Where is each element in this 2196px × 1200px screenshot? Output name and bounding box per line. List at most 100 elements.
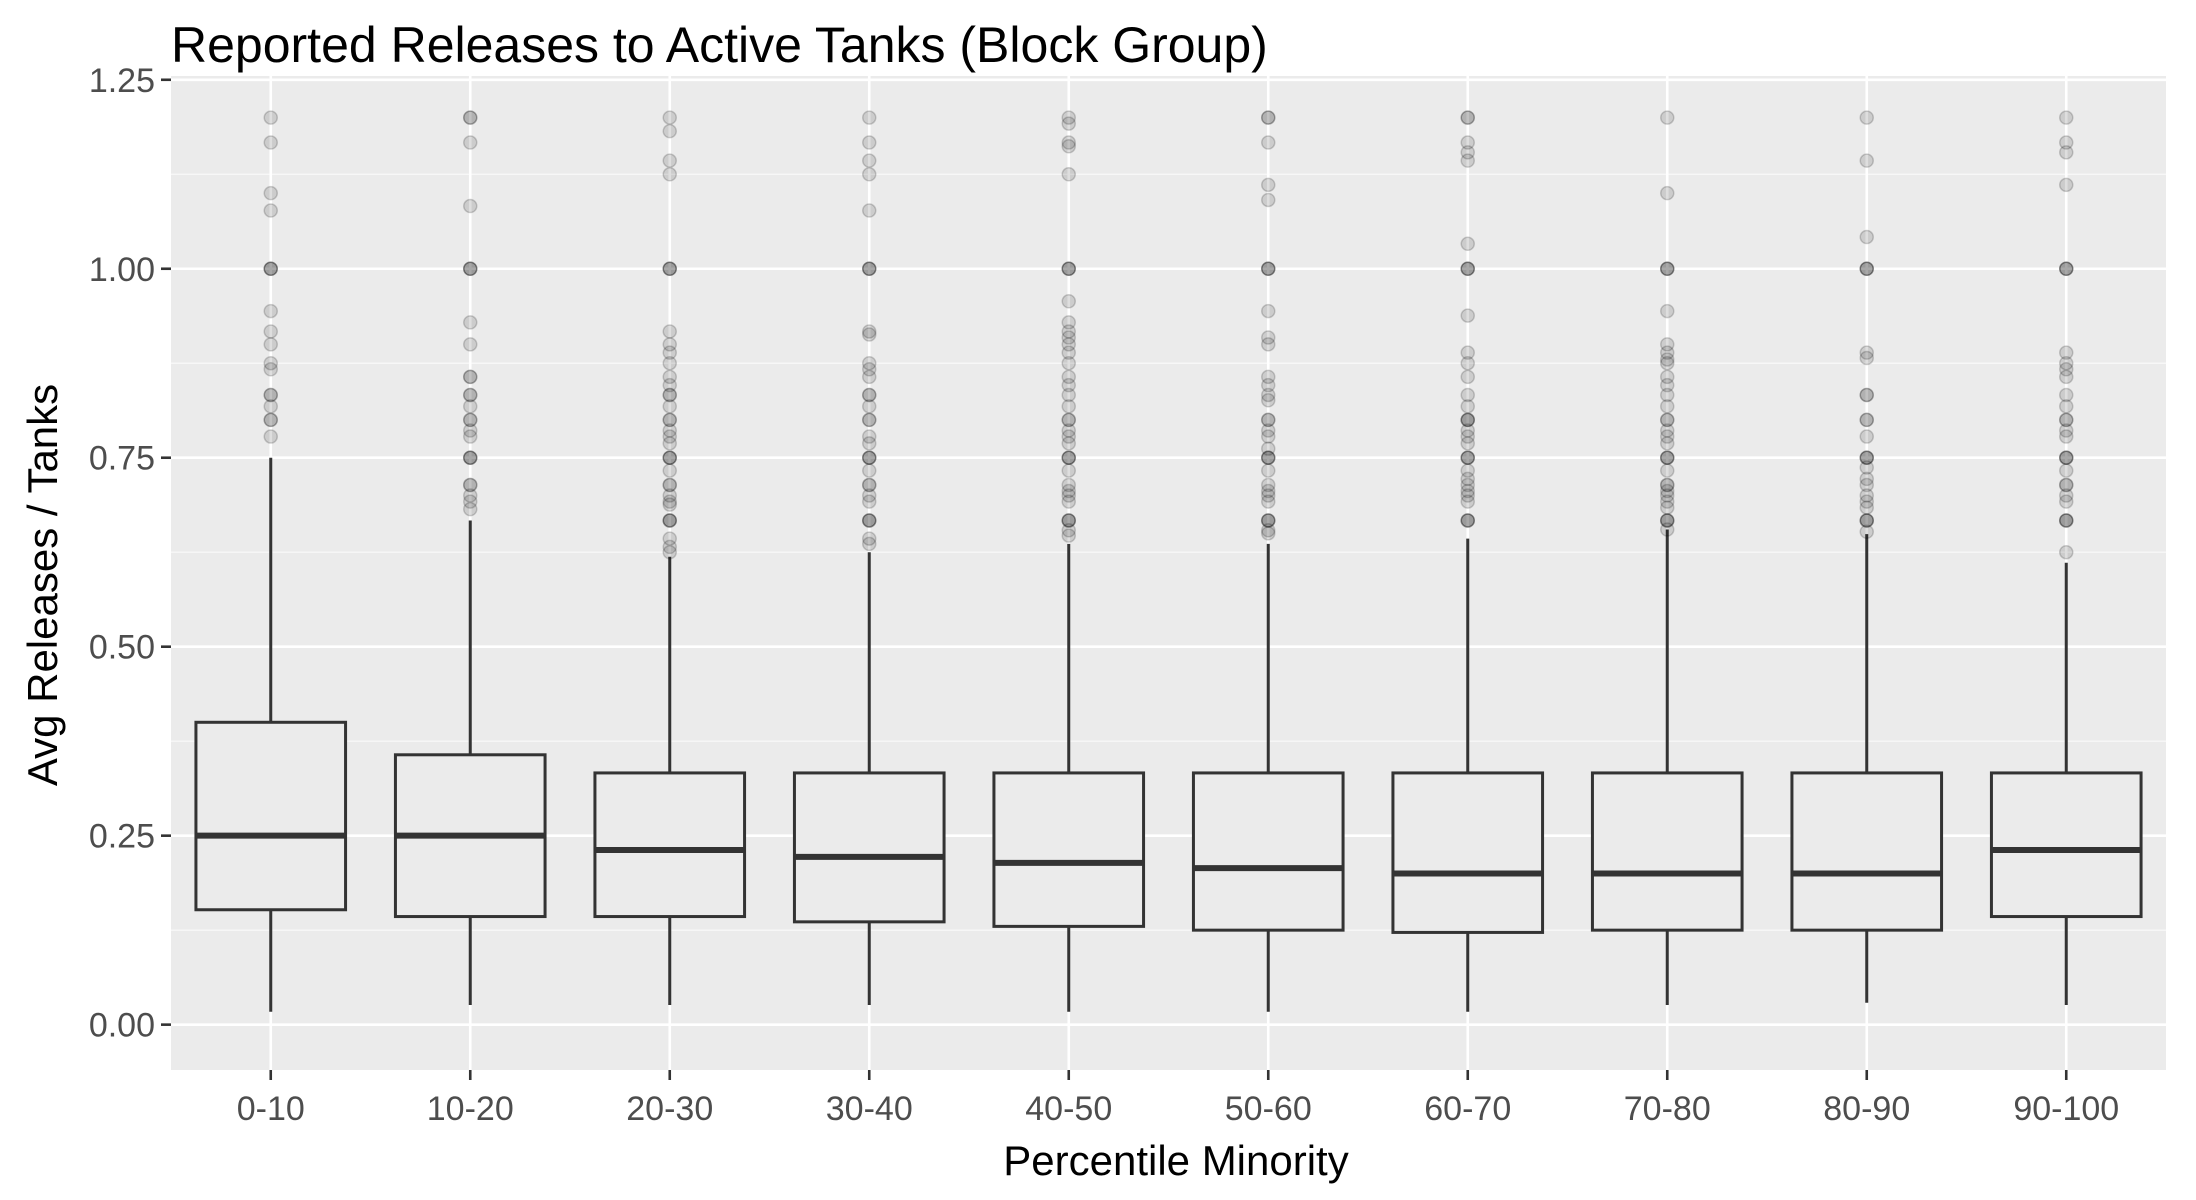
outlier-point — [463, 399, 478, 414]
outlier-point — [1460, 110, 1475, 125]
outlier-point — [1660, 423, 1675, 438]
outlier-point — [662, 412, 677, 428]
outlier-point — [1660, 500, 1675, 515]
outlier-point — [1859, 524, 1874, 540]
outlier-point — [862, 513, 877, 528]
outlier-point — [862, 153, 877, 168]
outlier-point — [1660, 429, 1675, 444]
outlier-point — [662, 153, 677, 168]
outlier-point — [1660, 513, 1675, 528]
outlier-point — [463, 429, 478, 444]
outlier-point — [2059, 261, 2074, 277]
outlier-point — [1061, 330, 1076, 345]
outlier-point — [2059, 261, 2074, 277]
outlier-point — [1660, 477, 1675, 493]
outlier-point — [263, 429, 278, 444]
outlier-point — [662, 324, 677, 339]
outlier-point — [1261, 523, 1276, 538]
outlier-point — [463, 369, 478, 385]
y-tick-label: 0.25 — [89, 818, 155, 856]
outlier-point — [862, 412, 877, 428]
y-tick-label: 1.00 — [89, 251, 155, 289]
outlier-point — [662, 539, 677, 555]
outlier-point — [463, 450, 478, 465]
outlier-point — [1061, 412, 1076, 428]
outlier-point — [1460, 110, 1475, 125]
outlier-point — [862, 369, 877, 385]
outlier-point — [1660, 387, 1675, 403]
outlier-point — [1061, 494, 1076, 509]
outlier-point — [1261, 526, 1276, 541]
outlier-point — [1460, 513, 1475, 528]
outlier-point — [463, 315, 478, 330]
outlier-point — [263, 203, 278, 218]
outlier-point — [1460, 423, 1475, 438]
x-tick-label: 20-30 — [626, 1090, 713, 1128]
outlier-point — [662, 429, 677, 444]
outlier-point — [2059, 488, 2074, 503]
outlier-point — [1460, 355, 1475, 371]
outlier-point — [1660, 488, 1675, 503]
y-tick-label: 1.25 — [89, 62, 155, 100]
outlier-point — [1261, 450, 1276, 465]
outlier-point — [1061, 135, 1076, 150]
iqr-box — [992, 771, 1146, 928]
outlier-point — [1460, 153, 1475, 168]
outlier-point — [463, 450, 478, 465]
outlier-point — [862, 488, 877, 503]
outlier-point — [1261, 429, 1276, 444]
outlier-point — [263, 337, 278, 352]
outlier-point — [1859, 229, 1874, 245]
y-axis-title: Avg Releases / Tanks — [19, 384, 66, 786]
outlier-point — [1061, 528, 1076, 543]
x-tick-label: 30-40 — [826, 1090, 913, 1128]
outlier-point — [1660, 477, 1675, 493]
outlier-point — [1660, 337, 1675, 352]
outlier-point — [1061, 315, 1076, 330]
outlier-point — [1261, 135, 1276, 150]
outlier-point — [2059, 399, 2074, 414]
outlier-point — [1460, 436, 1475, 451]
outlier-point — [1460, 471, 1475, 487]
outlier-point — [263, 185, 278, 201]
outlier-point — [1460, 477, 1475, 493]
outlier-point — [1460, 135, 1475, 150]
outlier-point — [1061, 369, 1076, 385]
outlier-point — [1859, 412, 1874, 428]
outlier-point — [1261, 192, 1276, 208]
outlier-point — [463, 477, 478, 493]
x-tick-label: 50-60 — [1225, 1090, 1312, 1128]
outlier-point — [1261, 463, 1276, 478]
outlier-point — [862, 531, 877, 546]
outlier-point — [1061, 513, 1076, 528]
outlier-point — [862, 450, 877, 465]
outlier-point — [1261, 488, 1276, 503]
outlier-point — [862, 387, 877, 403]
outlier-point — [1660, 185, 1675, 201]
outlier-point — [2059, 412, 2074, 428]
outlier-point — [1660, 450, 1675, 465]
outlier-point — [1859, 471, 1874, 487]
outlier-point — [1460, 513, 1475, 528]
outlier-point — [662, 513, 677, 528]
box-10-20 — [393, 520, 547, 1005]
outlier-point — [263, 303, 278, 319]
outlier-point — [2059, 450, 2074, 465]
outlier-point — [862, 477, 877, 493]
box-40-50 — [992, 543, 1146, 1012]
outlier-point — [1460, 261, 1475, 277]
outlier-point — [862, 436, 877, 451]
iqr-box — [1391, 771, 1545, 934]
outlier-point — [662, 513, 677, 528]
x-tick-label: 70-80 — [1624, 1090, 1711, 1128]
outlier-point — [263, 387, 278, 403]
outlier-point — [1859, 429, 1874, 444]
outlier-point — [1859, 513, 1874, 528]
outlier-point — [463, 387, 478, 403]
outlier-point — [2059, 412, 2074, 428]
outlier-point — [662, 477, 677, 493]
outlier-point — [2059, 369, 2074, 385]
outlier-point — [1061, 324, 1076, 339]
outlier-point — [662, 261, 677, 277]
outlier-point — [1061, 429, 1076, 444]
